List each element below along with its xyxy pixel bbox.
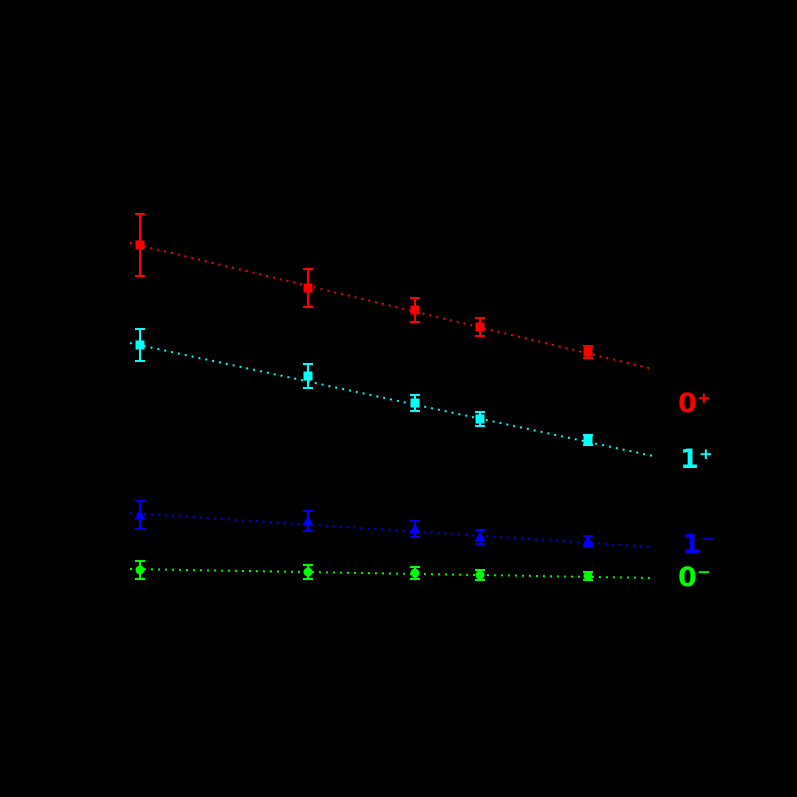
- data-marker: [410, 305, 420, 315]
- series-1minus: [129, 500, 654, 548]
- series-label-1minus: 1⁻: [682, 529, 716, 560]
- data-marker: [582, 535, 594, 546]
- fit-line: [129, 242, 654, 370]
- series-label-0plus: 0⁺: [678, 388, 712, 419]
- series-0minus: [129, 560, 654, 581]
- data-marker: [474, 531, 486, 542]
- series-0plus: [129, 213, 654, 370]
- data-marker: [583, 347, 593, 357]
- data-marker: [302, 515, 314, 526]
- data-marker: [303, 567, 313, 577]
- data-marker: [134, 509, 146, 520]
- series-label-1plus: 1⁺: [680, 444, 714, 475]
- data-marker: [410, 398, 420, 408]
- data-marker: [583, 435, 593, 445]
- data-marker: [303, 371, 313, 381]
- data-marker: [303, 283, 313, 293]
- fit-line: [129, 568, 654, 579]
- data-marker: [135, 240, 145, 250]
- data-marker: [135, 340, 145, 350]
- series-label-0minus: 0⁻: [678, 562, 712, 593]
- data-marker: [409, 523, 421, 534]
- fit-line: [129, 342, 654, 457]
- data-marker: [135, 565, 145, 575]
- series-1plus: [129, 328, 654, 457]
- data-marker: [475, 570, 485, 580]
- fit-line: [129, 512, 654, 548]
- data-marker: [475, 414, 485, 424]
- data-marker: [583, 571, 593, 581]
- data-marker: [410, 568, 420, 578]
- data-marker: [475, 322, 485, 332]
